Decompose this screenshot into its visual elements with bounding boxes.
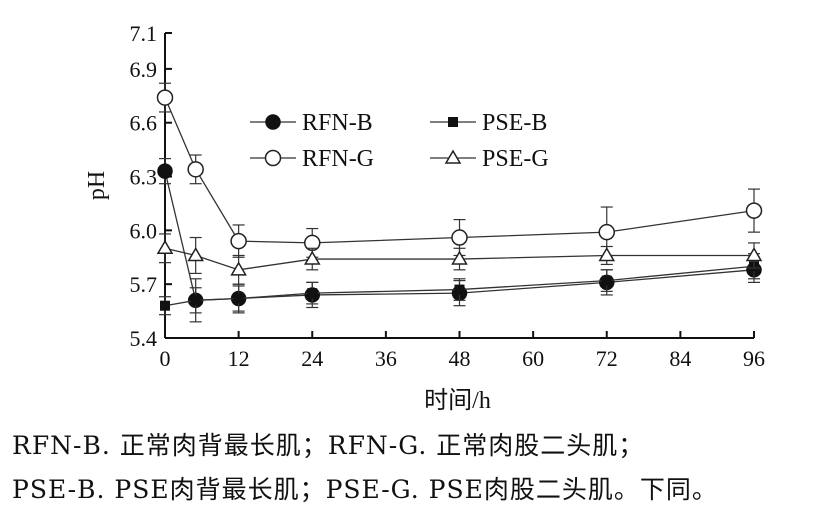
x-tick-label: 60 [522,346,544,371]
x-axis-title: 时间/h [424,387,491,414]
legend-item: RFN-B [250,110,373,136]
data-point [307,288,318,299]
data-point [156,239,174,255]
data-point [454,284,465,295]
legend-item: RFN-G [250,146,374,172]
data-point [156,89,174,106]
y-tick-label: 7.1 [130,21,158,46]
series-layer [156,82,763,323]
legend-marker [444,149,462,164]
y-axis-title: pH [84,171,110,200]
x-tick-label: 72 [596,346,618,371]
series-pse-g [156,233,763,285]
data-point [190,295,201,306]
y-tick-label: 6.0 [130,218,158,243]
data-point [230,232,247,250]
x-tick-label: 36 [375,346,397,371]
axes: 5.4 5.7 6.0 6.3 6.6 6.9 7.1 0 12 24 36 48 60 72 84 96 时间… [84,21,765,414]
caption-line-1: RFN-B. 正常肉背最长肌；RFN-G. 正常肉股二头肌； [12,431,645,460]
x-tick-label: 84 [669,346,691,371]
data-point [451,250,468,265]
x-tick-label: 48 [449,346,471,371]
data-point [745,202,763,219]
x-tick-label: 0 [160,346,171,371]
data-point [233,293,244,304]
data-point [157,163,173,179]
data-point [601,275,612,286]
legend-item: PSE-G [430,146,549,172]
data-point [160,300,170,311]
legend-label: PSE-B [482,110,547,136]
data-point [187,161,204,178]
ph-line-chart: 5.4 5.7 6.0 6.3 6.6 6.9 7.1 0 12 24 36 48 60 72 84 96 时间… [84,21,765,414]
legend-label: PSE-G [482,146,549,172]
y-tick-label: 6.9 [130,57,158,82]
y-tick-label: 5.7 [130,272,158,297]
y-tick-label: 6.6 [130,111,158,136]
legend-marker [448,117,458,127]
legend-item: PSE-B [430,110,547,136]
legend-marker [265,114,281,130]
x-tick-label: 24 [301,346,323,371]
data-point [230,261,247,276]
data-point [187,246,204,262]
legend: RFN-B RFN-G PSE-B PSE-G [250,110,549,172]
caption-line-2: PSE-B. PSE肉背最长肌；PSE-G. PSE肉股二头肌。下同。 [12,475,718,504]
x-tick-label: 12 [228,346,250,371]
legend-label: RFN-B [302,110,373,136]
data-point [303,250,321,265]
legend-label: RFN-G [302,146,374,172]
data-point [745,246,763,262]
y-tick-label: 5.4 [130,326,158,351]
x-tick-label: 96 [743,346,765,371]
data-point [451,229,468,246]
data-point [598,223,615,241]
legend-marker [264,149,282,167]
data-point [598,246,616,262]
series-rfn-g [156,82,763,258]
y-tick-label: 6.3 [130,165,158,190]
